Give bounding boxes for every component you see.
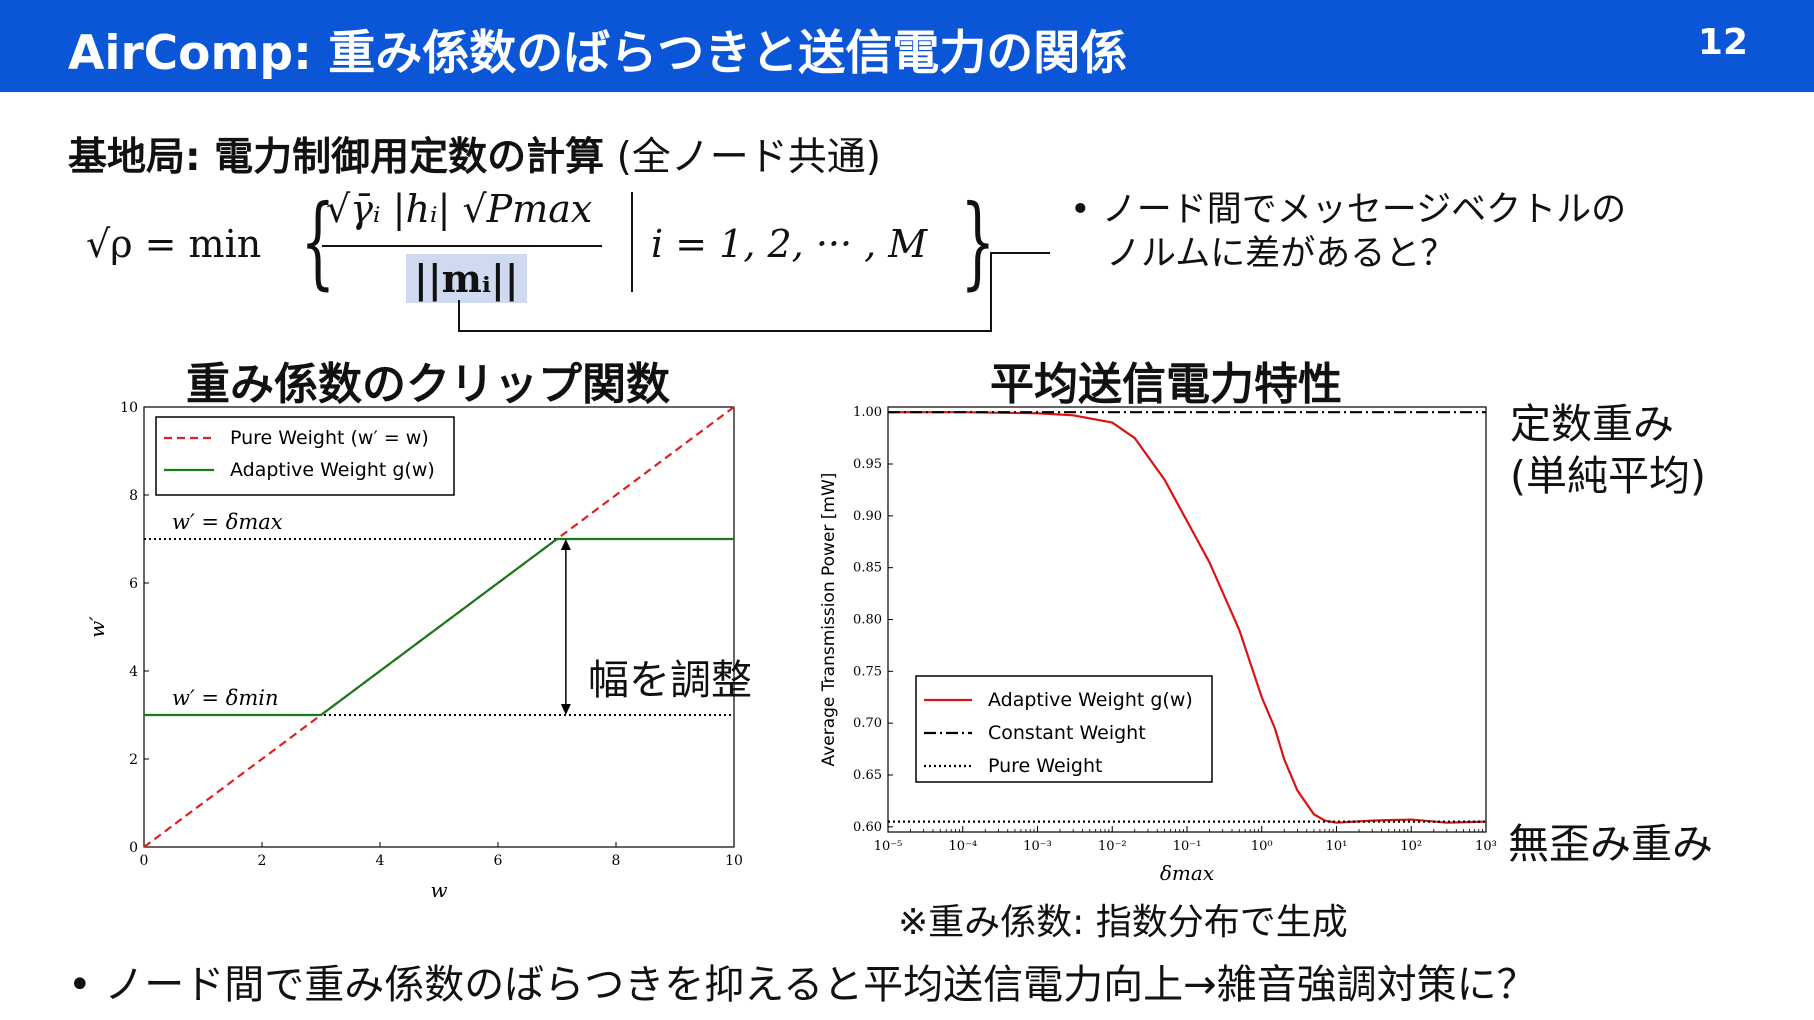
x-tick-label: 10⁻⁵ xyxy=(874,839,903,854)
constant-weight-annotation-line1: 定数重み xyxy=(1510,400,1674,448)
series-line xyxy=(144,537,734,717)
right-panel-title: 平均送信電力特性 xyxy=(990,359,1342,410)
x-tick-label: 10 xyxy=(725,853,743,869)
legend-label: Pure Weight (w′ = w) xyxy=(230,427,429,449)
subheading-bold: 基地局: 電力制御用定数の計算 xyxy=(68,135,605,180)
subheading-rest: (全ノード共通) xyxy=(604,135,882,180)
series-line xyxy=(888,411,1487,824)
y-axis-label: w′ xyxy=(85,616,109,638)
y-tick-label: 0.70 xyxy=(853,716,882,731)
connector-line xyxy=(990,252,1050,254)
note-right: • ノード間でメッセージベクトルの ノルムに差があると？ xyxy=(1070,188,1710,276)
left-panel-title: 重み係数のクリップ関数 xyxy=(186,359,670,410)
y-tick-label: 0 xyxy=(129,840,138,856)
formula-denominator: ||mᵢ|| xyxy=(406,254,527,303)
y-tick-label: 0.95 xyxy=(853,457,882,472)
width-adjust-annotation: 幅を調整 xyxy=(588,656,752,704)
x-axis-label: δmax xyxy=(1160,861,1214,885)
x-tick-label: 10⁻⁴ xyxy=(948,839,977,854)
y-tick-label: 6 xyxy=(129,576,138,592)
x-tick-label: 10¹ xyxy=(1326,839,1348,854)
footnote: ※重み係数: 指数分布で生成 xyxy=(898,902,1348,943)
x-tick-label: 6 xyxy=(494,853,503,869)
y-tick-label: 8 xyxy=(129,488,138,504)
slide-title: AirComp: 重み係数のばらつきと送信電力の関係 xyxy=(68,26,1128,81)
constant-weight-annotation: 定数重み (単純平均) xyxy=(1510,398,1706,502)
x-tick-label: 2 xyxy=(258,853,267,869)
y-tick-label: 0.80 xyxy=(853,613,882,628)
y-tick-label: 1.00 xyxy=(853,405,882,420)
plot-frame xyxy=(143,406,735,848)
arrow-head-up xyxy=(560,539,571,550)
formula-left-brace: { xyxy=(300,183,336,300)
note-line-2: ノルムに差があると？ xyxy=(1106,234,1456,274)
title-bar: AirComp: 重み係数のばらつきと送信電力の関係 12 xyxy=(0,0,1814,92)
x-tick-label: 10⁻² xyxy=(1098,839,1127,854)
page-number: 12 xyxy=(1697,22,1748,63)
bottom-note: • ノード間で重み係数のばらつきを抑えると平均送信電力向上→雑音強調対策に？ xyxy=(68,962,1537,1008)
formula-fraction-bar xyxy=(322,245,602,247)
y-axis-label: Average Transmission Power [mW] xyxy=(819,473,839,767)
x-tick-label: 10² xyxy=(1400,839,1422,854)
clip-function-chart: 0 2 4 6 8 10 0 2 4 6 8 10 w w′ w′ = δmax w′ = δmin Pure … xyxy=(85,400,743,902)
x-tick-label: 8 xyxy=(612,853,621,869)
distortionless-weight-annotation: 無歪み重み xyxy=(1508,820,1713,868)
y-tick-label: 0.75 xyxy=(853,664,882,679)
legend-label: Adaptive Weight g(w) xyxy=(988,689,1193,711)
transmission-power-chart: 10⁻⁵ 10⁻⁴ 10⁻³ 10⁻² 10⁻¹ 10⁰ 10¹ 10² 10³ 0.60 0.65… xyxy=(819,405,1497,885)
legend-box xyxy=(155,416,455,496)
legend-label: Adaptive Weight g(w) xyxy=(230,459,435,481)
formula-lhs: √ρ = min xyxy=(86,222,262,266)
subheading: 基地局: 電力制御用定数の計算 (全ノード共通) xyxy=(68,126,881,182)
connector-line xyxy=(990,252,992,332)
formula-right-brace: } xyxy=(960,183,996,300)
formula-separator xyxy=(631,192,633,292)
formula-numerator: √γ̄ᵢ |hᵢ| √Pmax xyxy=(326,187,593,231)
x-tick-label: 10³ xyxy=(1475,839,1497,854)
y-tick-label: 0.65 xyxy=(853,768,882,783)
connector-line xyxy=(458,330,992,332)
x-tick-label: 0 xyxy=(140,853,149,869)
reference-line-label: w′ = δmin xyxy=(172,686,279,710)
y-tick-label: 0.60 xyxy=(853,820,882,835)
x-tick-label: 10⁻³ xyxy=(1023,839,1052,854)
legend-label: Pure Weight xyxy=(988,755,1102,777)
x-tick-label: 10⁰ xyxy=(1251,839,1273,854)
legend-box xyxy=(915,675,1213,783)
x-axis-label: w xyxy=(430,878,447,902)
y-tick-label: 2 xyxy=(129,752,138,768)
y-tick-label: 0.85 xyxy=(853,561,882,576)
reference-line-label: w′ = δmax xyxy=(172,510,283,534)
arrow-head-down xyxy=(560,704,571,715)
legend-label: Constant Weight xyxy=(988,722,1146,744)
connector-line xyxy=(458,300,460,332)
constant-weight-annotation-line2: (単純平均) xyxy=(1510,452,1706,500)
y-tick-label: 10 xyxy=(120,400,138,416)
x-tick-label: 4 xyxy=(376,853,385,869)
formula: √ρ = min { √γ̄ᵢ |hᵢ| √Pmax ||mᵢ|| i = 1,… xyxy=(86,182,995,312)
x-tick-label: 10⁻¹ xyxy=(1173,839,1202,854)
y-tick-label: 4 xyxy=(129,664,138,680)
y-tick-label: 0.90 xyxy=(853,509,882,524)
formula-condition: i = 1, 2, ··· , M xyxy=(651,222,928,266)
note-line-1: • ノード間でメッセージベクトルの xyxy=(1070,190,1627,230)
